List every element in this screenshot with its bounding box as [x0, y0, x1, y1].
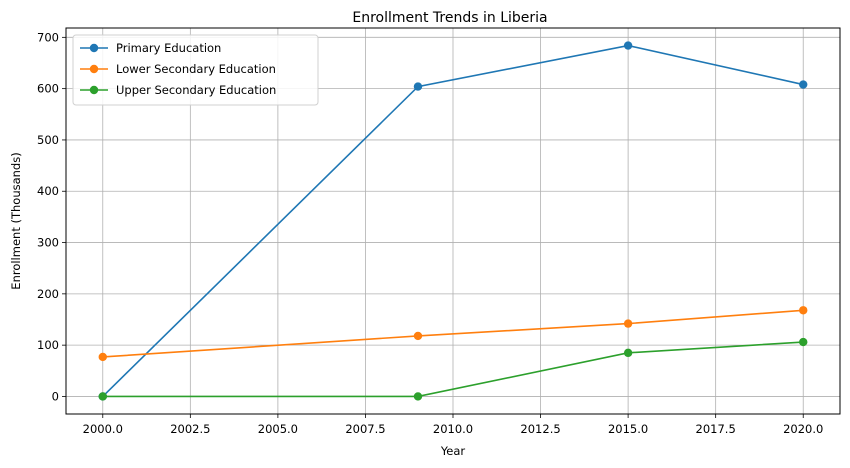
data-point — [623, 41, 633, 50]
x-tick-label: 2005.0 — [258, 422, 298, 436]
series-line-2 — [102, 341, 804, 398]
x-tick-label: 2007.5 — [345, 422, 385, 436]
legend-marker-swatch — [89, 85, 99, 95]
y-tick-label: 100 — [37, 338, 59, 352]
y-axis-label: Enrollment (Thousands) — [9, 152, 23, 289]
data-point — [799, 306, 808, 315]
legend-marker-swatch — [89, 43, 99, 53]
y-axis: 0 100 200 300 400 500 600 700 — [37, 30, 66, 403]
x-axis: 2000.0 2002.5 2005.0 2007.5 2010.0 2012.5 2015… — [83, 414, 823, 436]
data-point — [799, 337, 808, 347]
legend-label: Primary Education — [116, 41, 221, 55]
chart-title: Enrollment Trends in Liberia — [352, 10, 547, 26]
y-tick-label: 200 — [37, 287, 59, 301]
data-point — [413, 392, 423, 401]
y-tick-label: 400 — [37, 184, 59, 198]
data-point — [413, 82, 423, 91]
grid — [66, 28, 840, 414]
legend-marker-swatch — [89, 64, 99, 74]
x-tick-label: 2010.0 — [433, 422, 473, 436]
legend-label: Lower Secondary Education — [116, 62, 276, 76]
data-point — [413, 331, 423, 341]
legend-box — [72, 34, 319, 106]
x-tick-label: 2015.0 — [608, 422, 648, 436]
y-tick-label: 700 — [37, 30, 59, 44]
series-line-0 — [102, 44, 804, 398]
legend: Primary Education Lower Secondary Educati… — [72, 34, 319, 106]
y-tick-label: 300 — [37, 236, 59, 250]
series-layer — [98, 41, 808, 401]
y-tick-label: 500 — [37, 133, 59, 147]
y-tick-label: 600 — [37, 82, 59, 96]
legend-label: Upper Secondary Education — [116, 83, 276, 97]
x-tick-label: 2012.5 — [520, 422, 560, 436]
data-point — [799, 80, 808, 89]
x-axis-label: Year — [440, 444, 466, 458]
data-point — [98, 352, 107, 362]
x-tick-label: 2000.0 — [83, 422, 123, 436]
data-point — [98, 392, 107, 401]
series-line-1 — [102, 309, 804, 358]
data-point — [623, 319, 633, 328]
data-point — [623, 348, 633, 358]
x-tick-label: 2020.0 — [783, 422, 823, 436]
x-tick-label: 2002.5 — [170, 422, 210, 436]
y-tick-label: 0 — [52, 389, 59, 403]
x-tick-label: 2017.5 — [696, 422, 736, 436]
